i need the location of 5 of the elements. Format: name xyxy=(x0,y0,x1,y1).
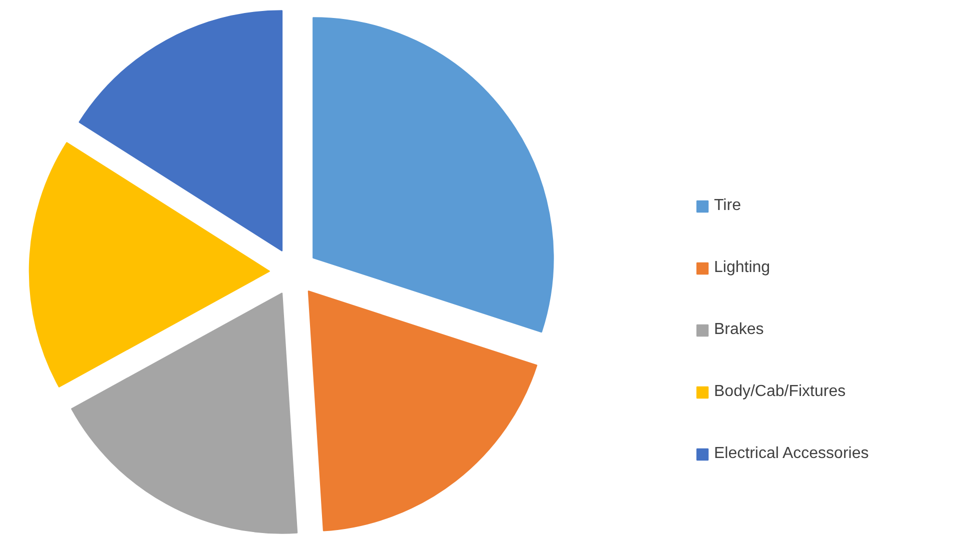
legend-label: Lighting xyxy=(714,259,770,277)
legend-label: Body/Cab/Fixtures xyxy=(714,383,846,401)
legend-label: Tire xyxy=(714,197,741,215)
legend-label: Electrical Accessories xyxy=(714,445,869,463)
legend-label: Brakes xyxy=(714,321,764,339)
